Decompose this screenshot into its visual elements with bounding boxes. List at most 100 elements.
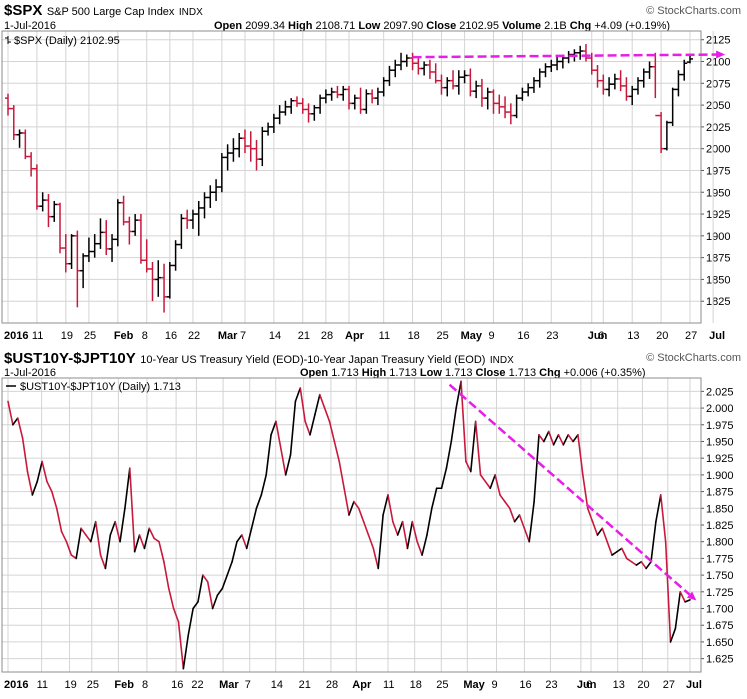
ohlc-bar [548,59,555,72]
ohlc-bar [45,193,52,228]
ohlc-bar [218,153,225,193]
series-segment [606,540,613,556]
series-segment [518,514,526,530]
x-tick-label: Jul [686,679,702,691]
x-tick-label: May [463,679,485,691]
y-tick-label: 2075 [706,78,730,90]
top-legend: $SPX (Daily) 2102.95 [5,35,120,47]
series-segment [484,480,492,490]
ohlc-bar [582,44,589,62]
x-tick-label: 28 [321,330,333,342]
series-segment [387,494,394,523]
y-tick-label: 2.000 [706,403,734,415]
series-segment [187,607,194,637]
ohlc-bar [299,98,306,114]
series-segment [479,474,487,483]
series-segment [90,520,97,543]
ohlc-bar [450,70,457,90]
series-segment [460,380,467,463]
y-tick-label: 2100 [706,57,730,69]
x-tick-label: 11 [379,330,390,342]
x-tick-label: 9 [492,679,498,691]
x-tick-label: 8 [142,679,148,691]
x-tick-label: 14 [271,679,283,691]
x-tick-label: Jun [577,679,597,691]
ohlc-bar [137,214,144,264]
ohlc-bar [426,59,433,79]
series-segment [323,407,331,423]
ohlc-bar [5,93,11,116]
x-tick-label: 25 [84,330,96,342]
x-tick-label: Jun [588,330,608,342]
ohlc-bar [282,100,289,116]
x-tick-label: 11 [383,679,394,691]
x-tick-label: 2016 [4,330,28,342]
ohlc-bar [172,240,179,271]
x-tick-label: 16 [519,679,531,691]
series-segment [270,420,277,436]
series-segment [455,380,462,409]
bottom-watermark: © StockCharts.com [646,352,741,364]
ohlc-bar [149,261,156,302]
x-tick-label: 11 [32,330,43,342]
x-tick-label: 16 [517,330,529,342]
top-legend-text: $SPX (Daily) 2102.95 [14,35,120,47]
ohlc-bar [380,77,387,97]
y-tick-label: 2025 [706,122,730,134]
ohlc-bar [155,260,162,297]
x-tick-label: 28 [326,679,338,691]
y-tick-label: 1.650 [706,637,734,649]
series-segment [499,494,506,503]
series-segment [51,490,58,510]
x-tick-label: 23 [545,679,557,691]
ohlc-bar [473,80,480,99]
trend-arrow-head [686,591,697,601]
y-tick-label: 1.700 [706,604,734,616]
ohlc-bar [392,59,399,78]
ohlc-bar [502,96,509,119]
x-tick-label: 22 [191,679,203,691]
series-segment [104,534,112,570]
series-segment [182,634,190,670]
series-segment [138,534,146,550]
series-segment [124,467,131,510]
x-tick-label: 7 [240,330,246,342]
ohlc-bar [467,68,474,97]
series-segment [231,540,238,563]
ohlc-bar [80,253,87,289]
top-exchange: INDX [178,7,203,18]
series-segment [114,520,121,543]
x-tick-label: 13 [627,330,639,342]
series-segment [128,467,136,553]
ohlc-bar [33,164,40,210]
ohlc-bar [652,52,659,117]
series-segment [26,470,34,496]
ohlc-bar [444,77,451,97]
ohlc-bar [207,185,214,208]
top-ohlc-readout: Open 2099.34 High 2108.71 Low 2097.90 Cl… [214,20,671,32]
ohlc-bar [293,96,300,107]
ohlc-bar [525,83,532,97]
ohlc-bar [85,237,92,262]
series-segment [601,527,608,543]
ohlc-bar [634,77,641,95]
series-segment [523,527,531,543]
x-tick-label: 11 [37,679,48,691]
series-segment [299,387,306,423]
ohlc-bar [681,59,688,81]
ohlc-bar [68,234,75,269]
series-segment [94,520,102,556]
y-tick-label: 1825 [706,296,730,308]
series-segment [655,494,662,523]
bottom-exchange: INDX [489,355,514,366]
ohlc-bar [386,65,393,86]
series-segment [684,599,691,603]
ohlc-bar [288,98,295,114]
series-segment [567,433,574,443]
series-segment [396,520,404,536]
series-segment [289,400,297,456]
y-tick-label: 1.800 [706,537,734,549]
y-tick-label: 1.725 [706,587,734,599]
y-tick-label: 2.025 [706,386,734,398]
series-segment [148,527,155,540]
